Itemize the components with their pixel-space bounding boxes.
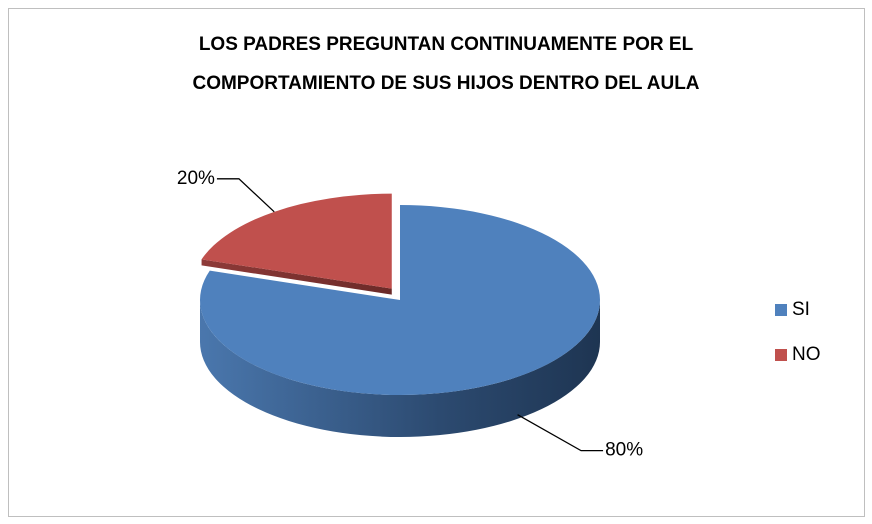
slice	[201, 193, 392, 289]
data-label: 20%	[177, 168, 215, 189]
chart-title: COMPORTAMIENTO DE SUS HIJOS DENTRO DEL A…	[192, 73, 699, 94]
slice	[199, 205, 600, 396]
leader-line	[517, 414, 604, 452]
data-label: 80%	[605, 440, 643, 461]
chart-title: LOS PADRES PREGUNTAN CONTINUAMENTE POR E…	[199, 34, 694, 55]
legend-swatch	[775, 349, 787, 361]
legend-swatch	[775, 304, 787, 316]
leader-line	[216, 178, 275, 213]
slice-side	[200, 300, 600, 437]
legend-label: NO	[792, 344, 821, 365]
legend-label: SI	[792, 299, 810, 320]
slice-side	[201, 259, 392, 295]
